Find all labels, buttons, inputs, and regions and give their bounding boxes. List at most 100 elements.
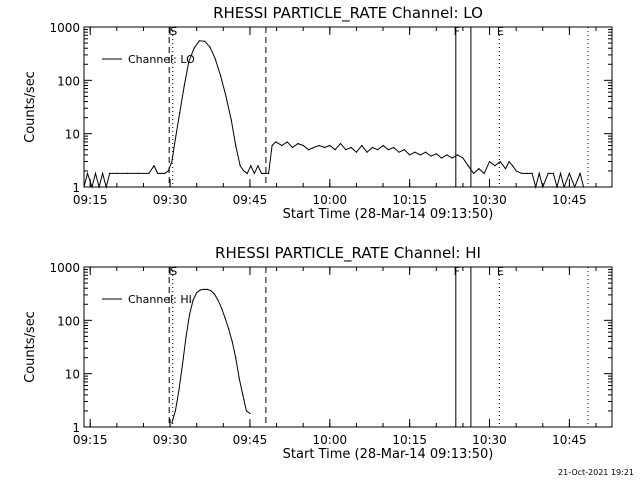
data-point — [382, 144, 384, 147]
data-point — [116, 172, 118, 174]
data-point — [472, 172, 475, 174]
data-point — [253, 172, 255, 174]
data-point — [409, 154, 411, 156]
data-point — [318, 144, 320, 147]
data-point — [198, 40, 200, 42]
data-point — [366, 151, 368, 153]
data-point — [171, 160, 173, 163]
x-tick-label: 10:00 — [313, 433, 348, 447]
data-point — [206, 288, 208, 291]
data-point — [86, 172, 89, 174]
data-point — [94, 172, 97, 174]
data-point — [213, 293, 216, 295]
data-point — [160, 172, 162, 174]
x-tick-label: 09:30 — [153, 433, 188, 447]
x-tick-label: 09:15 — [73, 433, 108, 447]
lo-channel-chart: RHESSI PARTICLE_RATE Channel: LO 09:15 09:… — [23, 4, 613, 222]
data-point — [435, 153, 437, 155]
data-point — [556, 186, 558, 188]
plot-frame — [83, 26, 613, 188]
data-point — [355, 151, 358, 153]
data-point — [137, 172, 139, 174]
data-point — [531, 172, 533, 174]
event-marker-label: E — [497, 25, 504, 38]
x-tick-label: 10:00 — [313, 193, 348, 207]
data-point — [398, 151, 400, 153]
legend-label: Channel: HI — [128, 293, 192, 306]
data-point — [83, 186, 85, 188]
data-point — [579, 172, 581, 174]
data-point — [250, 165, 252, 167]
data-point — [419, 154, 421, 156]
data-point — [345, 149, 347, 151]
y-tick-label: 10 — [65, 368, 80, 382]
data-point — [203, 288, 205, 291]
data-point — [488, 160, 491, 163]
data-point — [456, 154, 459, 156]
chart-title: RHESSI PARTICLE_RATE Channel: HI — [215, 244, 481, 263]
data-point — [329, 144, 331, 147]
data-point — [520, 172, 523, 174]
data-point — [441, 157, 443, 159]
x-tick-label: 10:30 — [472, 193, 507, 207]
data-point — [179, 111, 181, 114]
data-point — [192, 299, 194, 301]
data-point — [209, 46, 211, 48]
data-point — [210, 290, 212, 292]
data-point — [334, 149, 336, 151]
data-point — [91, 186, 93, 188]
data-point — [542, 186, 544, 188]
event-marker-label: S — [170, 265, 177, 278]
chart-title: RHESSI PARTICLE_RATE Channel: LO — [213, 4, 483, 23]
data-point — [249, 412, 251, 414]
y-tick-label: 1000 — [49, 21, 80, 35]
y-tick-label: 10 — [65, 128, 80, 142]
x-tick-label: 09:30 — [153, 193, 188, 207]
data-point — [183, 84, 185, 87]
data-point — [105, 186, 107, 188]
data-point — [188, 61, 190, 63]
data-point — [462, 157, 464, 159]
data-point — [214, 58, 216, 60]
x-tick-label: 10:45 — [552, 433, 587, 447]
data-point — [574, 186, 576, 188]
data-point — [281, 144, 283, 147]
data-point — [171, 422, 173, 424]
data-point — [302, 144, 304, 147]
data-point — [403, 149, 405, 151]
series-line — [171, 288, 251, 423]
data-point — [371, 146, 374, 149]
legend-label: Channel: LO — [128, 53, 195, 66]
data-point — [361, 144, 363, 147]
x-tick-label: 10:15 — [392, 193, 427, 207]
data-point — [224, 317, 226, 319]
data-point — [167, 170, 169, 172]
data-point — [451, 157, 453, 159]
data-point — [275, 141, 277, 143]
data-point — [535, 186, 537, 188]
data-point — [414, 151, 416, 153]
y-axis-label: Counts/sec — [23, 71, 38, 143]
data-point — [291, 146, 294, 149]
data-point — [393, 146, 395, 149]
data-point — [297, 143, 299, 145]
data-point — [583, 186, 585, 188]
data-point — [231, 340, 233, 343]
x-tick-label: 09:45 — [233, 193, 268, 207]
data-point — [559, 172, 562, 174]
x-tick-label: 09:45 — [233, 433, 268, 447]
data-point — [313, 146, 315, 149]
data-point — [323, 146, 326, 149]
data-point — [148, 172, 150, 174]
data-point — [228, 327, 230, 330]
y-tick-label: 1 — [72, 421, 80, 435]
data-point — [515, 170, 517, 172]
data-point — [286, 141, 288, 143]
x-axis-label: Start Time (28-Mar-14 09:13:50) — [283, 447, 494, 462]
data-point — [181, 363, 184, 365]
y-tick-label: 1000 — [49, 261, 80, 275]
data-point — [242, 394, 244, 396]
data-point — [157, 172, 159, 174]
data-point — [246, 172, 248, 174]
data-point — [230, 119, 232, 121]
